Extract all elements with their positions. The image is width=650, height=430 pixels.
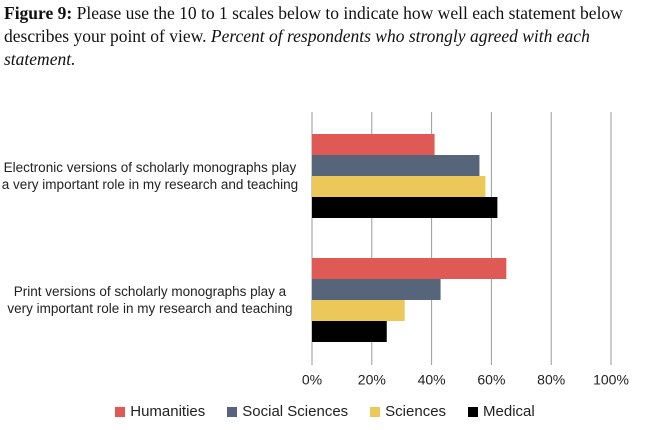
legend-swatch	[227, 406, 238, 417]
x-tick-label: 20%	[358, 372, 386, 388]
bar	[312, 279, 441, 300]
legend-swatch	[370, 406, 381, 417]
y-tick-label: Print versions of scholarly monographs p…	[7, 284, 293, 316]
chart-subtitle: Percent of respondents who strongly agre…	[4, 26, 590, 69]
bar	[312, 197, 498, 218]
legend-item: Medical	[468, 403, 535, 420]
legend-item: Sciences	[370, 403, 446, 420]
bar	[312, 134, 435, 155]
legend-label: Humanities	[130, 403, 206, 420]
x-tick-label: 0%	[302, 372, 322, 388]
legend-item: Social Sciences	[227, 403, 348, 420]
legend-label: Medical	[483, 403, 535, 420]
bar	[312, 155, 480, 176]
legend-label: Sciences	[385, 403, 447, 420]
x-tick-label: 60%	[477, 372, 505, 388]
x-tick-label: 40%	[418, 372, 446, 388]
y-tick-label: Electronic versions of scholarly monogra…	[1, 160, 299, 192]
bar	[312, 300, 405, 321]
legend-swatch	[115, 406, 126, 417]
legend-label: Social Sciences	[242, 403, 349, 420]
bar	[312, 321, 387, 342]
x-tick-label: 100%	[593, 372, 629, 388]
legend-swatch	[468, 406, 479, 417]
legend: Humanities Social Sciences Sciences Medical	[0, 403, 650, 420]
legend-item: Humanities	[115, 403, 205, 420]
bar	[312, 258, 507, 279]
chart-title: Please use the 10 to 1 scales below to i…	[4, 3, 623, 46]
bar	[312, 176, 486, 197]
x-tick-label: 80%	[537, 372, 565, 388]
figure-label: Figure 9:	[4, 3, 73, 23]
figure-heading: Figure 9: Please use the 10 to 1 scales …	[4, 2, 646, 71]
